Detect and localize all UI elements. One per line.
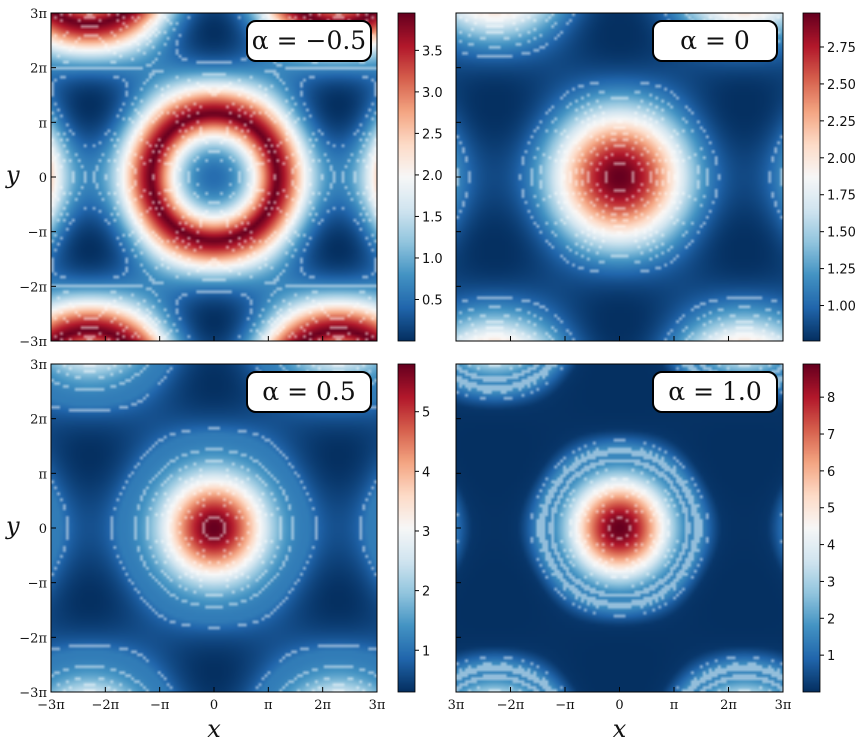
panel-1: 3π 2π π 0 −π −2π −3π y α = −0.5 0.5 1.0 1.5 2.0 2.5 3.… — [5, 7, 443, 350]
colorbar-frame — [802, 363, 821, 693]
y-tick-label: −2π — [19, 280, 47, 295]
x-axis-label: x — [207, 715, 221, 743]
y-tick-label: 0 — [39, 171, 47, 186]
y-tick-label: 0 — [39, 522, 47, 537]
alpha-label: α = 0.5 — [262, 377, 355, 406]
colorbar-tick-label: 1.75 — [827, 189, 856, 204]
colorbar-tick-label: 2.00 — [827, 152, 856, 167]
colorbar-frame — [802, 12, 821, 342]
colorbar-tick-label: 5 — [827, 502, 835, 517]
y-tick-label: −3π — [19, 335, 47, 350]
colorbar-tick-label: 1.5 — [422, 210, 443, 225]
colorbar-tick-label: 1.25 — [827, 263, 856, 278]
colorbar-tick-label: 3 — [422, 525, 430, 540]
y-tick-label: −3π — [19, 686, 47, 701]
colorbar-3 — [398, 364, 415, 692]
x-tick-label: −2π — [497, 698, 525, 713]
colorbar-tick-label: 1 — [827, 649, 835, 664]
colorbar-frame — [397, 12, 416, 342]
colorbar-tick-label: 4 — [827, 539, 835, 554]
heatmap-image-2 — [456, 13, 783, 341]
x-axis-label: x — [613, 715, 627, 743]
heatmap-image-3 — [51, 364, 377, 692]
x-tick-label: 3π — [369, 698, 386, 713]
y-tick-label: 3π — [30, 358, 47, 373]
x-tick-label: 2π — [720, 698, 737, 713]
colorbar-tick-label: 3 — [827, 575, 835, 590]
colorbar-tick-label: 6 — [827, 465, 835, 480]
x-tick-label: 2π — [314, 698, 331, 713]
y-tick-label: π — [38, 467, 47, 482]
x-tick-label: π — [670, 698, 679, 713]
panel-2: α = 0 1.00 1.25 1.50 1.75 2.00 2.25 2.50 2.75 — [455, 12, 856, 342]
y-tick-label: −π — [28, 226, 48, 241]
colorbar-tick-label: 2.5 — [422, 127, 443, 142]
colorbar-tick-label: 2 — [827, 612, 835, 627]
colorbar-tick-label: 2.0 — [422, 169, 443, 184]
colorbar-tick-label: 1.50 — [827, 226, 856, 241]
colorbar-tick-label: 4 — [422, 465, 430, 480]
y-tick-label: 2π — [30, 62, 47, 77]
panel-4: 3π −2π −π 0 π 2π 3π x α = 1.0 1 2 3 4 5 6 7 8 — [448, 363, 835, 743]
colorbar-tick-label: 5 — [422, 406, 430, 421]
x-tick-label: −2π — [91, 698, 119, 713]
colorbar-4 — [803, 364, 820, 692]
colorbar-tick-label: 8 — [827, 391, 835, 406]
heatmap-image-4 — [456, 364, 783, 692]
y-tick-label: 3π — [30, 7, 47, 22]
x-tick-label: −π — [555, 698, 575, 713]
alpha-label-box — [246, 20, 372, 62]
x-tick-label: −π — [150, 698, 170, 713]
y-tick-label: π — [38, 116, 47, 131]
x-tick-label: 3π — [775, 698, 792, 713]
colorbar-tick-label: 7 — [827, 428, 835, 443]
x-tick-label: −3π — [37, 698, 65, 713]
colorbar-tick-label: 3.5 — [422, 44, 443, 59]
colorbar-frame — [397, 363, 416, 693]
colorbar-tick-label: 2.50 — [827, 78, 856, 93]
x-tick-label: 3π — [448, 698, 465, 713]
panel-3: 3π 2π π 0 −π −2π −3π−3π −2π −π 0 π 2π 3π y x α = 0.5 1 2 3… — [5, 358, 430, 743]
y-axis-label: y — [5, 512, 20, 540]
colorbar-tick-label: 2 — [422, 585, 430, 600]
colorbar-tick-label: 1 — [422, 644, 430, 659]
alpha-label: α = 0 — [680, 26, 750, 55]
colorbar-tick-label: 1.00 — [827, 300, 856, 315]
colorbar-1 — [398, 13, 415, 341]
y-tick-label: −2π — [19, 631, 47, 646]
heatmap-image-1 — [51, 13, 377, 341]
x-tick-label: 0 — [615, 698, 623, 713]
alpha-label: α = −0.5 — [252, 26, 366, 55]
y-axis-label: y — [5, 161, 20, 189]
colorbar-2 — [803, 13, 820, 341]
alpha-label-box — [246, 371, 372, 413]
alpha-label-box — [652, 20, 778, 62]
y-tick-label: 2π — [30, 413, 47, 428]
colorbar-tick-label: 0.5 — [422, 293, 443, 308]
alpha-label: α = 1.0 — [668, 377, 761, 406]
alpha-label-box — [652, 371, 778, 413]
y-tick-label: −π — [28, 577, 48, 592]
colorbar-tick-label: 3.0 — [422, 86, 443, 101]
x-tick-label: 0 — [210, 698, 218, 713]
x-tick-label: π — [264, 698, 273, 713]
colorbar-tick-label: 1.0 — [422, 252, 443, 267]
colorbar-tick-label: 2.75 — [827, 41, 856, 56]
colorbar-tick-label: 2.25 — [827, 115, 856, 130]
